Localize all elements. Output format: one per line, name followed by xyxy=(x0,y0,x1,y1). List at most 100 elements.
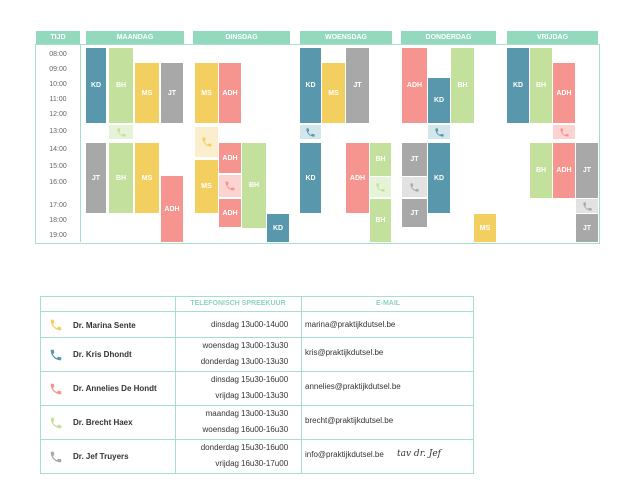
header-maandag: MAANDAG xyxy=(86,31,184,44)
phone-day: donderdag xyxy=(200,443,239,452)
phone-icon xyxy=(50,319,62,331)
phone-slot xyxy=(428,125,450,139)
block-kd: KD xyxy=(267,214,289,242)
email-link[interactable]: annelies@praktijkdutsel.be xyxy=(305,382,401,391)
phone-hours: 13u00-14u00 xyxy=(241,320,289,329)
phone-day: vrijdag xyxy=(215,391,239,400)
phone-icon xyxy=(306,127,315,137)
phone-icon xyxy=(50,451,62,463)
phone-icon xyxy=(559,127,569,137)
phone-icon xyxy=(202,137,211,147)
block-adh: ADH xyxy=(346,143,369,213)
block-ms: MS xyxy=(474,214,496,242)
phone-day: maandag xyxy=(205,409,239,418)
time-label: 15:00 xyxy=(49,163,67,170)
doctor-name: Dr. Annelies De Hondt xyxy=(73,384,157,393)
table-row: Dr. Kris Dhondt woensdag 13u00-13u30 don… xyxy=(41,337,473,372)
time-label: 12:00 xyxy=(49,111,67,118)
block-bh: BH xyxy=(530,48,552,123)
phone-icon xyxy=(50,349,62,361)
phone-icon xyxy=(410,182,419,192)
time-label: 13:00 xyxy=(49,128,67,135)
phone-hours: 16u00-16u30 xyxy=(241,425,289,434)
block-jt: JT xyxy=(86,143,106,213)
handwritten-note: tav dr. Jef xyxy=(397,449,441,459)
header-woensdag: WOENSDAG xyxy=(300,31,392,44)
doctor-name: Dr. Brecht Haex xyxy=(73,418,133,427)
time-label: 09:00 xyxy=(49,66,67,73)
email-link[interactable]: info@praktijkdutsel.be xyxy=(305,450,384,459)
phone-slot xyxy=(109,125,133,139)
block-kd: KD xyxy=(507,48,529,123)
block-bh: BH xyxy=(109,143,133,213)
block-jt: JT xyxy=(346,48,369,123)
header-donderdag: DONDERDAG xyxy=(401,31,496,44)
table-row: Dr. Brecht Haex maandag 13u00-13u30 woen… xyxy=(41,405,473,440)
time-label: 16:00 xyxy=(49,179,67,186)
header-tijd: TIJD xyxy=(36,31,80,44)
phone-slot xyxy=(576,199,598,213)
block-adh: ADH xyxy=(219,143,241,173)
email-link[interactable]: kris@praktijkdutsel.be xyxy=(305,348,384,357)
block-kd: KD xyxy=(428,78,450,123)
doctor-name: Dr. Jef Truyers xyxy=(73,452,129,461)
time-label: 17:00 xyxy=(49,202,67,209)
phone-hours: 15u30-16u00 xyxy=(241,375,289,384)
phone-day: donderdag xyxy=(200,357,239,366)
block-jt: JT xyxy=(161,63,183,123)
block-ms: MS xyxy=(195,63,218,123)
time-separator xyxy=(80,44,81,242)
phone-slot xyxy=(370,177,391,197)
block-ms: MS xyxy=(195,160,218,213)
table-row: Dr. Jef Truyers donderdag 15u30-16u00 vr… xyxy=(41,439,473,474)
block-bh: BH xyxy=(109,48,133,123)
phone-hours: 13u00-13u30 xyxy=(241,357,289,366)
phone-icon xyxy=(50,383,62,395)
phone-icon xyxy=(376,182,385,192)
block-kd: KD xyxy=(300,143,321,213)
schedule-frame xyxy=(35,44,600,244)
email-link[interactable]: marina@praktijkdutsel.be xyxy=(305,320,396,329)
block-jt: JT xyxy=(576,143,598,198)
phone-icon xyxy=(225,181,235,191)
block-bh: BH xyxy=(451,48,474,123)
block-bh: BH xyxy=(242,143,266,228)
phone-hours: 16u30-17u00 xyxy=(241,459,289,468)
block-adh: ADH xyxy=(553,63,575,123)
block-adh: ADH xyxy=(219,199,241,227)
block-jt: JT xyxy=(402,143,427,176)
time-label: 11:00 xyxy=(49,96,67,103)
time-label: 08:00 xyxy=(49,51,67,58)
phone-slot xyxy=(195,127,218,157)
block-adh: ADH xyxy=(553,143,575,198)
phone-icon xyxy=(434,127,444,137)
block-adh: ADH xyxy=(402,48,427,123)
phone-icon xyxy=(582,201,592,211)
doctor-name: Dr. Kris Dhondt xyxy=(73,350,132,359)
header-dinsdag: DINSDAG xyxy=(193,31,290,44)
block-ms: MS xyxy=(135,63,159,123)
block-adh: ADH xyxy=(161,176,183,242)
block-jt: JT xyxy=(402,199,427,227)
phone-day: woensdag xyxy=(202,341,239,350)
phone-slot xyxy=(553,125,575,139)
phone-slot xyxy=(300,125,321,139)
phone-hours: 13u00-13u30 xyxy=(241,341,289,350)
email-link[interactable]: brecht@praktijkdutsel.be xyxy=(305,416,394,425)
col-divider xyxy=(175,297,176,473)
phone-hours: 15u30-16u00 xyxy=(241,443,289,452)
col-divider xyxy=(301,297,302,473)
phone-day: vrijdag xyxy=(215,459,239,468)
block-ms: MS xyxy=(135,143,159,213)
col-header-phone: TELEFONISCH SPREEKUUR xyxy=(190,300,286,307)
phone-icon xyxy=(50,417,62,429)
block-bh: BH xyxy=(530,143,552,198)
time-label: 18:00 xyxy=(49,217,67,224)
header-vrijdag: VRIJDAG xyxy=(507,31,598,44)
time-label: 10:00 xyxy=(49,81,67,88)
phone-day: dinsdag xyxy=(210,320,239,329)
block-kd: KD xyxy=(86,48,106,123)
block-kd: KD xyxy=(428,143,450,213)
col-header-email: E-MAIL xyxy=(375,300,401,307)
doctor-name: Dr. Marina Sente xyxy=(73,321,136,330)
